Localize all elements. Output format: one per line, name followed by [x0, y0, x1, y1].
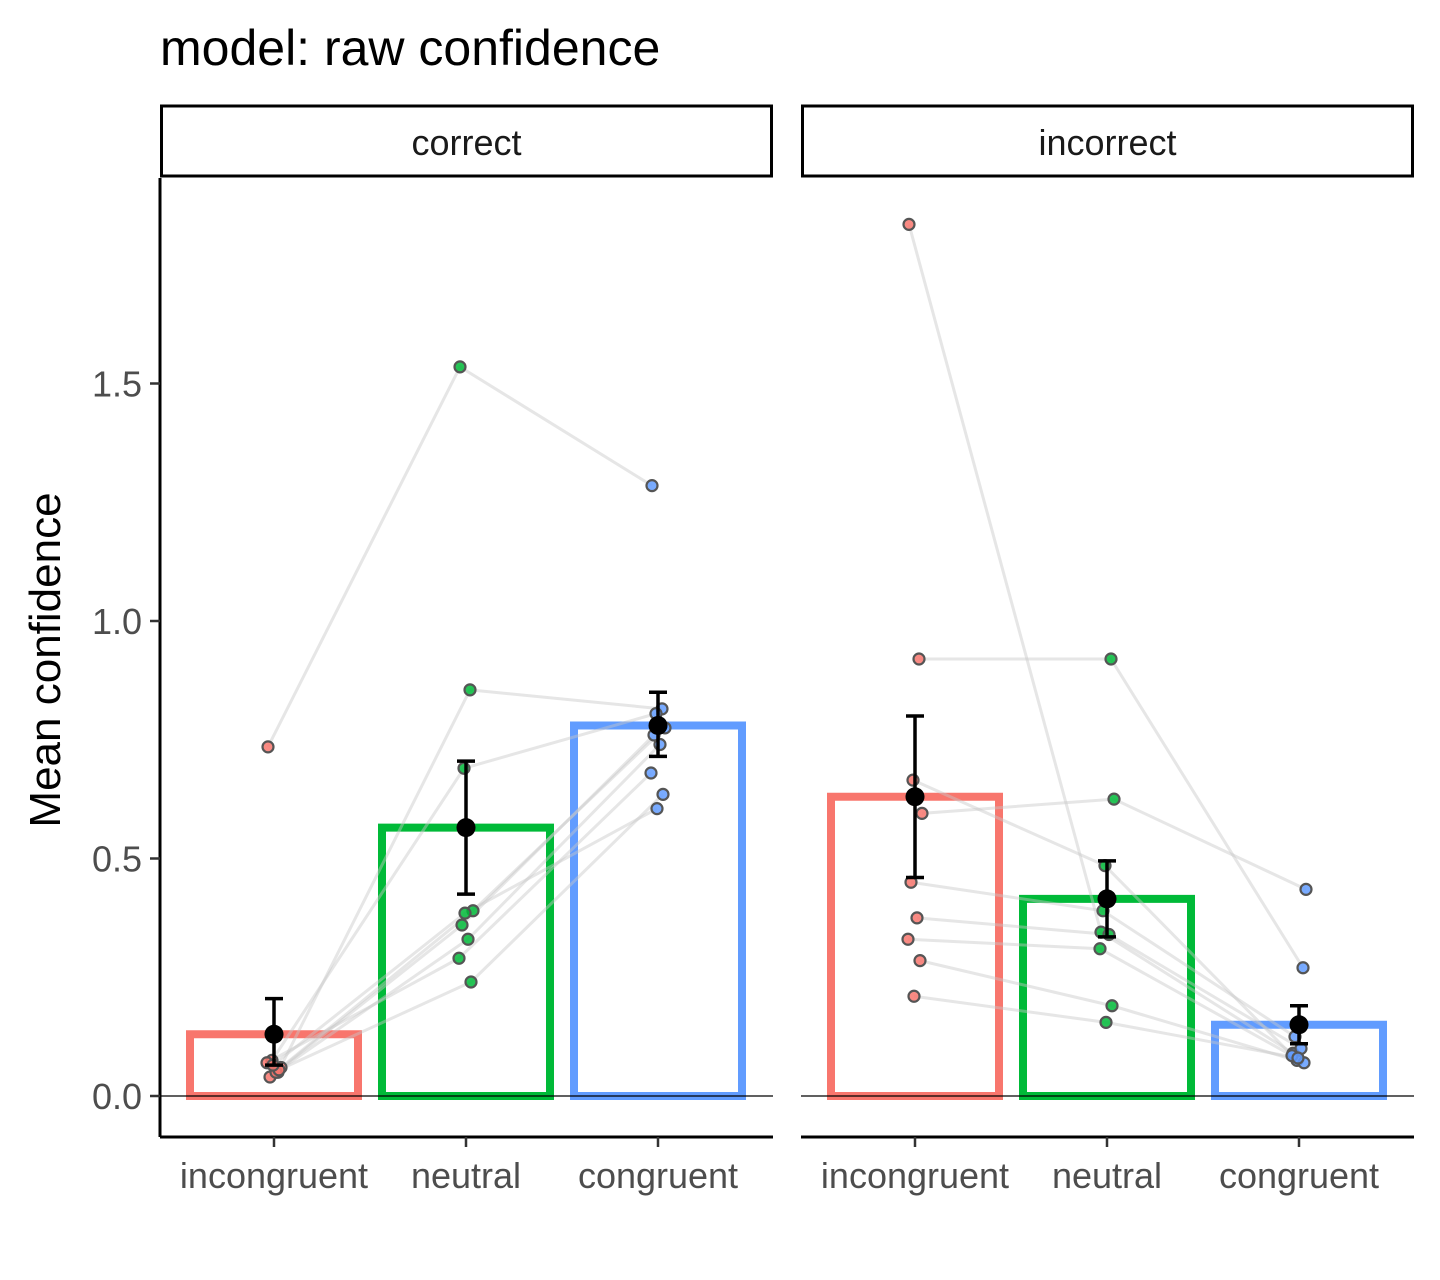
data-point — [1296, 961, 1310, 975]
data-point — [913, 954, 927, 968]
chart-title: model: raw confidence — [160, 20, 660, 76]
facet-strip-label: incorrect — [1038, 122, 1176, 163]
data-point — [653, 737, 667, 752]
y-axis-title: Mean confidence — [21, 492, 70, 827]
data-point — [453, 360, 467, 374]
data-point — [464, 975, 478, 989]
data-point — [1105, 999, 1119, 1013]
data-point — [1107, 792, 1121, 806]
data-point — [902, 217, 916, 231]
facet-strip-label: correct — [411, 122, 521, 163]
facet-panel-correct: correct incongruent neutral congruent — [160, 104, 773, 1196]
mean-point — [456, 818, 476, 838]
x-tick-label: congruent — [578, 1155, 738, 1196]
bar-congruent — [570, 721, 746, 1100]
data-point — [645, 479, 659, 493]
plot-layer: 0.0 0.5 1.0 1.5 correct incongruent neutral con… — [92, 104, 1414, 1196]
mean-point — [905, 787, 925, 807]
data-point — [1104, 652, 1118, 666]
facet-strip — [160, 104, 773, 178]
mean-point — [1289, 1015, 1309, 1035]
data-point — [650, 802, 664, 816]
facet-strip — [801, 104, 1414, 178]
y-tick-label: 0.0 — [92, 1076, 142, 1117]
data-point — [1093, 942, 1107, 956]
x-tick-label: incongruent — [180, 1155, 368, 1196]
facet-panel-incorrect: incorrect incongruent neutral congruent — [801, 104, 1414, 1196]
data-point — [458, 906, 472, 920]
data-point — [656, 787, 670, 801]
mean-point — [1097, 889, 1117, 909]
data-point — [463, 683, 477, 697]
data-point — [912, 652, 926, 666]
x-tick-label: neutral — [1052, 1155, 1162, 1196]
data-point — [452, 951, 466, 965]
y-tick-label: 1.5 — [92, 364, 142, 405]
data-point — [915, 806, 929, 820]
data-point — [1099, 1015, 1113, 1029]
data-point — [907, 989, 921, 1003]
subject-line — [919, 657, 1305, 969]
data-point — [461, 932, 475, 946]
data-point — [1299, 882, 1313, 896]
x-tick-label: neutral — [411, 1155, 521, 1196]
x-tick-label: incongruent — [821, 1155, 1009, 1196]
mean-point — [264, 1024, 284, 1044]
data-point — [910, 911, 924, 925]
subject-line — [269, 733, 656, 1079]
y-tick-label: 0.5 — [92, 839, 142, 880]
data-point — [906, 773, 920, 787]
x-tick-label: congruent — [1219, 1155, 1379, 1196]
data-point — [261, 740, 275, 754]
subject-line — [266, 364, 653, 748]
y-tick-label: 1.0 — [92, 601, 142, 642]
data-point — [901, 932, 915, 946]
data-point — [457, 761, 471, 775]
data-point — [1291, 1051, 1305, 1065]
data-point — [644, 766, 658, 780]
data-point — [455, 918, 469, 932]
subject-line — [280, 726, 667, 1069]
mean-point — [648, 716, 668, 735]
